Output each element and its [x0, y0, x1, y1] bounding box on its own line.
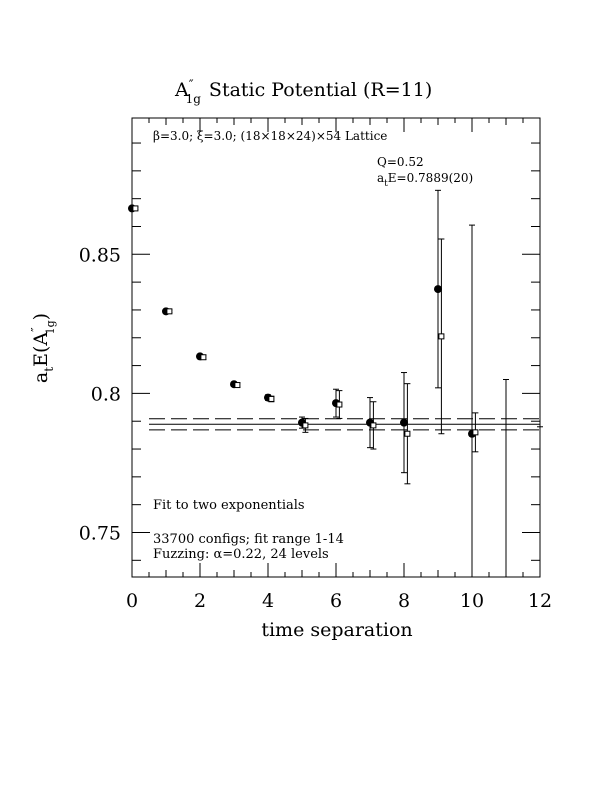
filled-circle-marker — [400, 418, 408, 427]
x-tick-label: 0 — [126, 590, 138, 612]
y-tick-label: 0.85 — [79, 244, 121, 266]
open-square-marker — [438, 333, 445, 340]
chart-title-sub: 1g — [186, 92, 202, 106]
data-point — [472, 412, 479, 453]
chart-title-prime: ″ — [189, 78, 194, 93]
fit-band — [149, 418, 540, 431]
open-square-marker — [370, 422, 377, 429]
fit-energy-value: E=0.7889(20) — [388, 171, 473, 185]
open-square-marker — [268, 395, 275, 402]
fit-energy-a: a — [377, 171, 384, 185]
data-point — [336, 390, 343, 419]
plot-frame — [131, 117, 541, 578]
data-point — [468, 224, 476, 577]
fit-model-annotation: Fit to two exponentials — [153, 498, 305, 513]
y-axis-label-t: t — [42, 367, 56, 372]
x-tick-label: 4 — [262, 590, 274, 612]
fit-energy-t: t — [384, 179, 388, 189]
configs-annotation: 33700 configs; fit range 1-14 — [153, 532, 344, 547]
x-tick-label: 10 — [460, 590, 484, 612]
y-axis-label-close: ) — [30, 313, 52, 320]
data-point — [370, 401, 377, 450]
data-point — [200, 354, 207, 361]
y-tick-label: 0.75 — [79, 522, 121, 544]
data-point — [234, 382, 241, 389]
data-point — [400, 372, 408, 474]
open-square-marker — [302, 422, 309, 429]
y-axis-label-e: E(A — [30, 332, 52, 367]
data-point — [166, 308, 173, 315]
data-point — [438, 238, 445, 435]
y-axis-label-prime: ″ — [29, 327, 43, 332]
chart-title-main: A — [174, 79, 189, 101]
x-tick-label: 8 — [398, 590, 410, 612]
open-square-marker — [472, 429, 479, 436]
y-axis-label-a: a — [30, 372, 52, 383]
open-square-marker — [404, 430, 411, 437]
data-point — [503, 378, 509, 577]
data-point — [132, 205, 139, 212]
q-annotation: Q=0.52 — [377, 155, 424, 169]
open-square-marker — [234, 382, 241, 389]
y-axis-label-sub: 1g — [44, 320, 57, 334]
data-point — [268, 395, 275, 403]
y-axis-label: atE(A″1g) — [29, 313, 57, 383]
data-point — [302, 417, 309, 433]
filled-circle-marker — [434, 285, 442, 294]
chart-title: A″ 1g Static Potential (R=11) — [174, 78, 432, 106]
data-point — [434, 189, 442, 389]
data-point — [404, 383, 411, 485]
y-tick-label: 0.8 — [91, 383, 121, 405]
x-tick-label: 12 — [528, 590, 552, 612]
lattice-annotation: β=3.0; ξ=3.0; (18×18×24)×54 Lattice — [153, 129, 387, 143]
open-square-marker — [166, 308, 173, 315]
open-square-marker — [336, 401, 343, 408]
x-axis-label: time separation — [261, 619, 412, 641]
open-square-marker — [200, 354, 207, 361]
x-tick-label: 6 — [330, 590, 342, 612]
x-tick-label: 2 — [194, 590, 206, 612]
open-square-marker — [132, 205, 139, 212]
chart-title-rest: Static Potential (R=11) — [209, 79, 432, 101]
fuzzing-annotation: Fuzzing: α=0.22, 24 levels — [153, 547, 329, 562]
data-points — [128, 189, 543, 577]
fit-energy-annotation: atE=0.7889(20) — [377, 171, 473, 189]
